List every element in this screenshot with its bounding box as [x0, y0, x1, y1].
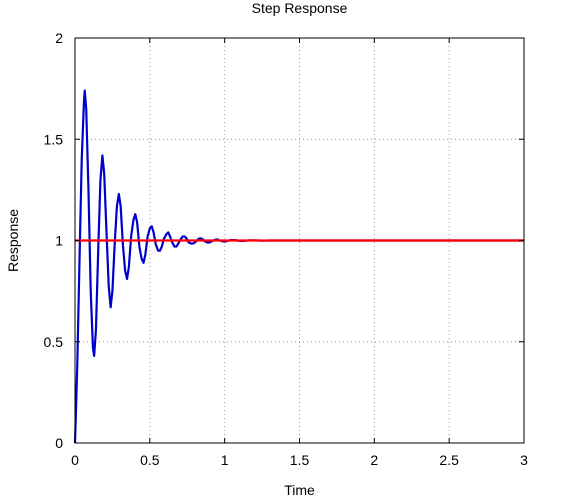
y-axis-label: Response: [5, 209, 21, 272]
y-tick-label: 1: [55, 233, 63, 249]
y-tick-label: 0: [55, 435, 63, 451]
x-tick-label: 0: [71, 452, 79, 468]
x-tick-label: 1.5: [290, 452, 310, 468]
y-tick-label: 2: [55, 30, 63, 46]
chart-title: Step Response: [252, 0, 348, 16]
x-tick-label: 0.5: [140, 452, 160, 468]
y-tick-label: 0.5: [44, 334, 64, 350]
series-group: [73, 89, 524, 444]
x-tick-label: 3: [520, 452, 528, 468]
x-tick-label: 2: [370, 452, 378, 468]
x-tick-label: 1: [221, 452, 229, 468]
ticks: 0 0.5 1 1.5 2 2.5 3 0 0.5 1 1.5 2: [44, 30, 529, 468]
y-tick-label: 1.5: [44, 131, 64, 147]
x-axis-label: Time: [284, 482, 315, 498]
x-tick-label: 2.5: [439, 452, 459, 468]
